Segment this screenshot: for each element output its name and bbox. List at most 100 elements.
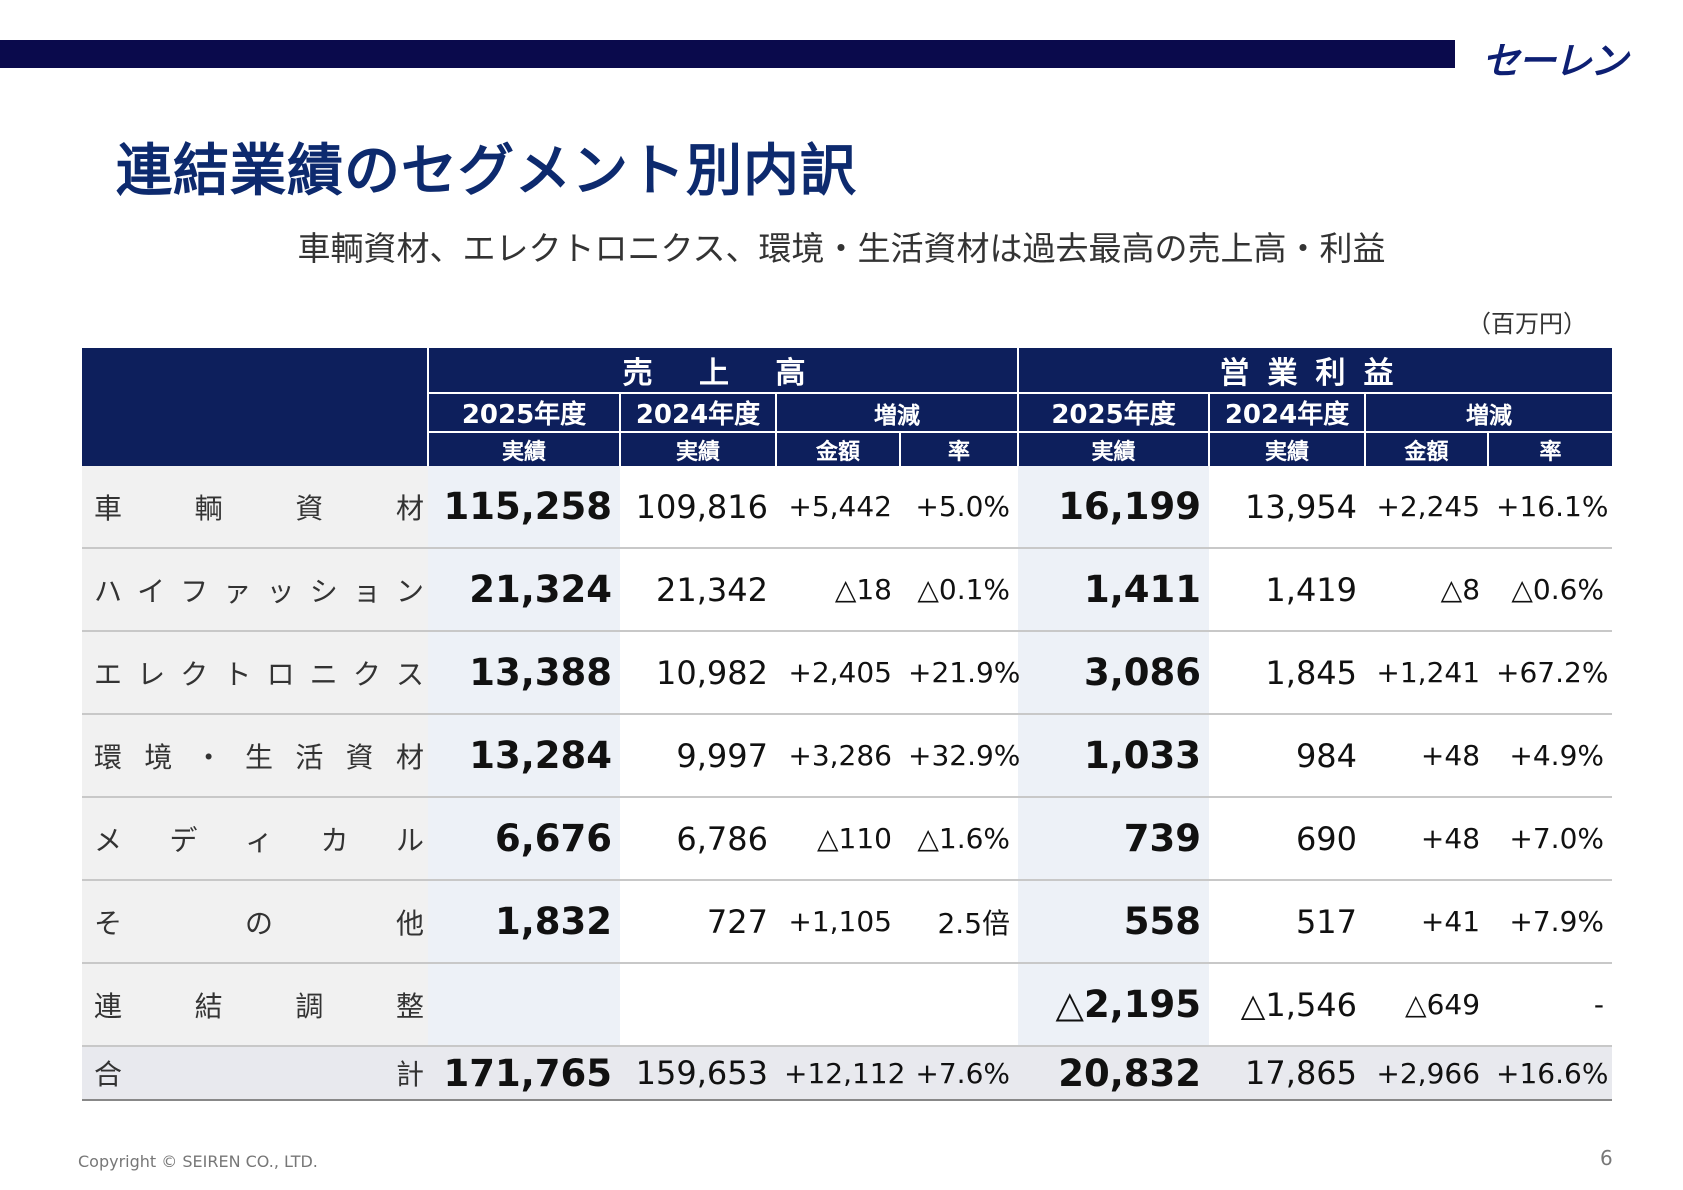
sales-2025-cell: 13,388 (428, 631, 620, 715)
header-profit-2024: 2024年度 (1208, 393, 1366, 433)
profit-2024-cell: 690 (1209, 797, 1366, 881)
segment-label-char: 環 (94, 740, 123, 774)
table-row: 車 輌 資 材 115,258 109,816 +5,442 +5.0% 16,199 13,95… (82, 466, 1613, 549)
sales-change-rate-cell: △1.6% (900, 797, 1019, 881)
header-sales-2024: 2024年度 (619, 393, 776, 433)
sales-2025-cell: 13,284 (428, 714, 620, 798)
table-row: ハイファッション 21,324 21,342 △18 △0.1% 1,411 1,419 △8… (82, 548, 1613, 632)
unit-label: （百万円） (1467, 310, 1587, 338)
segment-label: 環境・生活資材 (82, 714, 428, 798)
segment-label-char: ン (395, 574, 424, 608)
sales-change-amount-cell (776, 963, 900, 1047)
total-row: 合計 171,765 159,653 +12,112 +7.6% 20,832 17,865… (82, 1045, 1613, 1101)
segment-label-char: ト (223, 657, 252, 691)
sales-change-amount-cell: +5,442 (776, 466, 900, 549)
segment-label-char: 調 (295, 989, 324, 1023)
segment-label-char: 輌 (194, 491, 223, 525)
segment-label-char: ク (352, 657, 381, 691)
page-title: 連結業績のセグメント別内訳 (116, 139, 857, 204)
table-row: エレクトロニクス 13,388 10,982 +2,405 +21.9% 3,086 1,8… (82, 631, 1613, 715)
sales-2024-cell: 10,982 (620, 631, 776, 715)
profit-change-rate-cell: +4.9% (1488, 714, 1613, 798)
sales-2024-cell: 109,816 (620, 466, 776, 549)
segment-label: ハイファッション (82, 548, 428, 632)
profit-change-amount-cell: △649 (1365, 963, 1489, 1047)
sales-change-amount-cell: △18 (776, 548, 900, 632)
profit-change-amount-cell: +1,241 (1365, 631, 1489, 715)
segment-label-char: 連 (94, 989, 123, 1023)
sales-2024-cell: 9,997 (620, 714, 776, 798)
segment-label-char: 資 (295, 491, 324, 525)
segment-label-char: シ (309, 574, 338, 608)
segment-label-char: フ (180, 574, 209, 608)
header-profit: 営業利益 (1017, 348, 1613, 394)
header-profit-2025: 2025年度 (1017, 393, 1210, 433)
segment-label-char: 整 (395, 989, 424, 1023)
segment-label-char: ハ (94, 574, 123, 608)
sales-2025-cell: 6,676 (428, 797, 620, 881)
profit-change-amount-cell: +2,966 (1365, 1045, 1489, 1101)
sales-change-rate-cell: +32.9% (900, 714, 1020, 798)
sales-change-amount-cell: +2,405 (776, 631, 900, 715)
profit-change-rate-cell: +7.0% (1488, 797, 1613, 881)
sales-2025-cell: 1,832 (428, 880, 620, 964)
segment-label-char: ル (395, 823, 424, 857)
sales-2025-cell: 21,324 (428, 548, 620, 632)
profit-2025-cell: 558 (1018, 880, 1210, 964)
table-row: メ デ ィ カ ル 6,676 6,786 △110 △1.6% 739 690 +48 +7.0% (82, 797, 1613, 881)
profit-change-amount-cell: +48 (1365, 714, 1489, 798)
header-actual: 実績 (619, 432, 776, 466)
segment-label-char: 合 (94, 1058, 123, 1091)
page-subtitle: 車輌資材、エレクトロニクス、環境・生活資材は過去最高の売上高・利益 (297, 229, 1386, 268)
profit-2024-cell: 13,954 (1209, 466, 1366, 549)
profit-change-rate-cell: △0.6% (1488, 548, 1613, 632)
segment-label: エレクトロニクス (82, 631, 428, 715)
sales-2025-cell (428, 963, 620, 1047)
profit-2024-cell: 1,419 (1209, 548, 1366, 632)
table-row: 連 結 調 整 △2,195 △1,546 △649- (82, 963, 1613, 1047)
profit-2025-cell: 1,033 (1018, 714, 1210, 798)
segment-label: メディカル (82, 797, 428, 881)
profit-2024-cell: 1,845 (1209, 631, 1366, 715)
segment-label: 車輌資材 (82, 466, 428, 549)
table-row: 環境・生活資材 13,284 9,997 +3,286 +32.9% 1,033 984 +4… (82, 714, 1613, 798)
segment-label: 連結調整 (82, 963, 428, 1047)
segment-label-char: メ (94, 823, 123, 857)
segment-label-char: ィ (244, 823, 273, 857)
segment-label-char: 材 (395, 740, 424, 774)
sales-2024-cell: 21,342 (620, 548, 776, 632)
header-sales-2025: 2025年度 (427, 393, 620, 433)
header-amount: 金額 (1364, 432, 1489, 466)
company-logo: セーレン (1482, 39, 1628, 83)
profit-2024-cell: 984 (1209, 714, 1366, 798)
header-actual: 実績 (427, 432, 620, 466)
segment-label-char: ッ (266, 574, 295, 608)
segment-label-char: 車 (94, 491, 123, 525)
header-actual: 実績 (1017, 432, 1210, 466)
profit-change-rate-cell: +16.1% (1488, 466, 1613, 549)
sales-change-rate-cell (900, 963, 1019, 1047)
profit-2025-cell: 16,199 (1018, 466, 1210, 549)
header-sales: 売 上 高 (426, 348, 1019, 394)
segment-label-char: 結 (194, 989, 223, 1023)
header-actual: 実績 (1208, 432, 1366, 466)
page-number: 6 (1600, 1146, 1613, 1170)
segment-label-char: 計 (395, 1058, 424, 1091)
sales-change-rate-cell: 2.5倍 (900, 880, 1019, 964)
profit-2024-cell: 517 (1209, 880, 1366, 964)
profit-2025-cell: 739 (1018, 797, 1210, 881)
sales-change-rate-cell: +5.0% (900, 466, 1019, 549)
profit-2025-cell: △2,195 (1018, 963, 1210, 1047)
segment-label: その他 (82, 880, 428, 964)
sales-2024-cell: 159,653 (620, 1045, 776, 1101)
header-bar (0, 40, 1455, 68)
header-amount: 金額 (775, 432, 900, 466)
sales-change-rate-cell: +21.9% (900, 631, 1020, 715)
header-corner (82, 348, 428, 466)
profit-change-amount-cell: +41 (1365, 880, 1489, 964)
profit-change-rate-cell: +16.6% (1488, 1045, 1613, 1101)
segment-label-char: ョ (352, 574, 381, 608)
table-row: そ の 他 1,832 727 +1,105 2.5倍 558 517 +41 +7.9% (82, 880, 1613, 964)
segment-label-char: 活 (295, 740, 324, 774)
copyright: Copyright © SEIREN CO., LTD. (78, 1152, 318, 1171)
